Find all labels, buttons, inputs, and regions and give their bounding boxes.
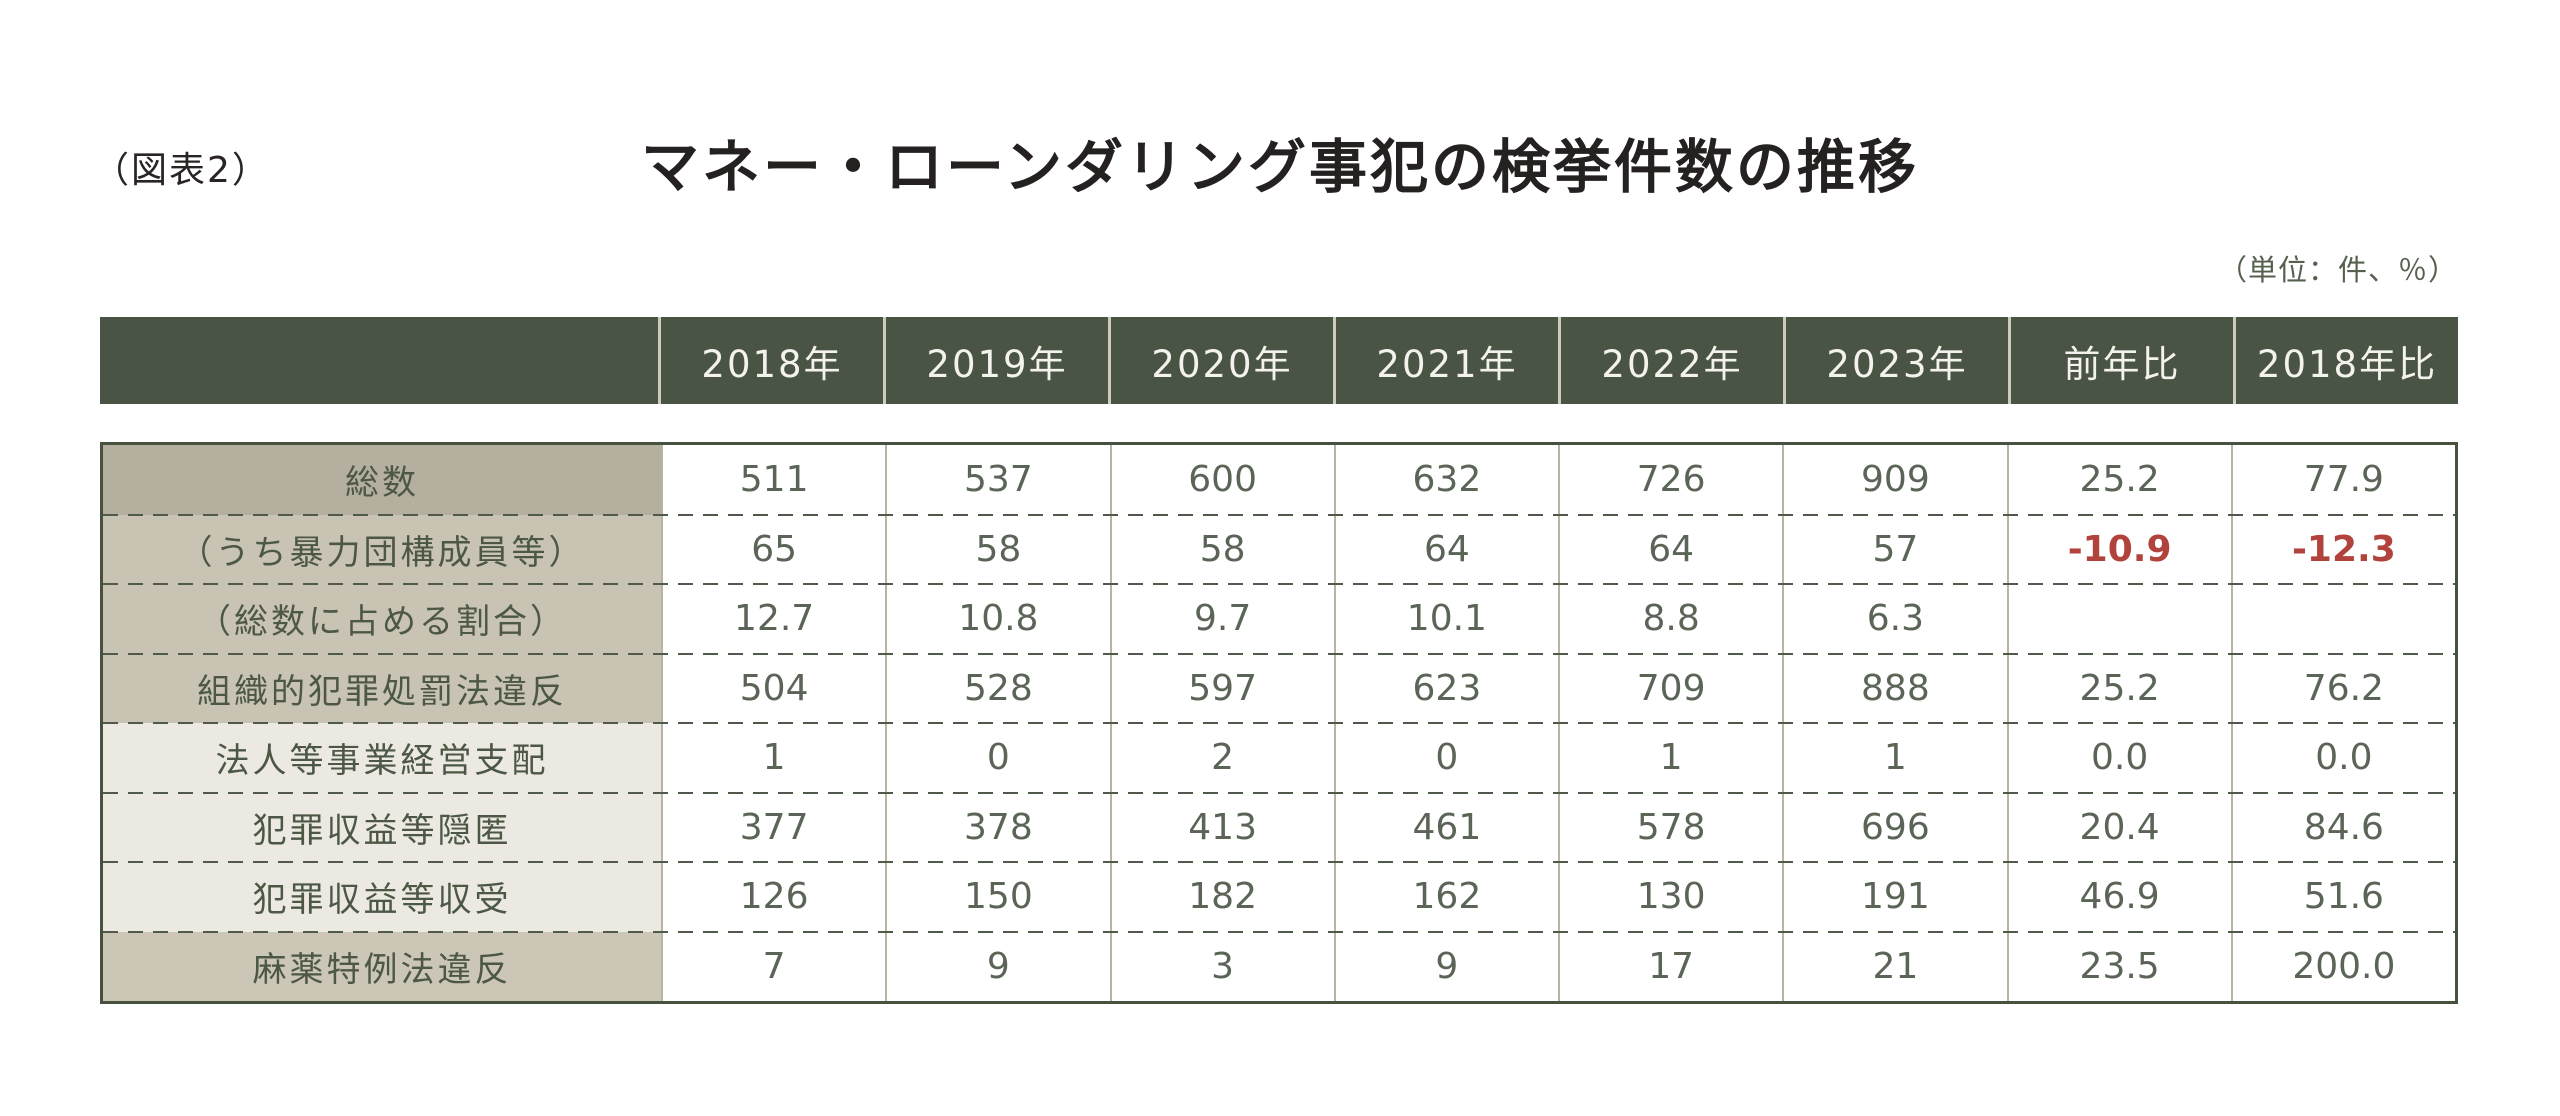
table-row: 法人等事業経営支配 1 0 2 0 1 1 0.0 0.0 [103, 723, 2455, 793]
header-body-gap [100, 404, 2458, 442]
data-cell: 126 [661, 862, 885, 932]
data-cell: 84.6 [2230, 792, 2455, 862]
table-body: 総数 511 537 600 632 726 909 25.2 77.9 （うち暴力団構成員等） 6… [100, 442, 2458, 1004]
data-cell: 8.8 [1558, 584, 1782, 654]
table-row: 組織的犯罪処罰法違反 504 528 597 623 709 888 25.2 76.2 [103, 653, 2455, 724]
data-cell: 537 [885, 445, 1109, 515]
column-header: 2018年 [658, 317, 883, 404]
data-cell: 130 [1558, 862, 1782, 932]
data-cell: 413 [1109, 792, 1334, 862]
data-cell: 57 [1782, 514, 2006, 584]
data-cell: 77.9 [2230, 445, 2455, 515]
data-cell: 709 [1558, 653, 1782, 723]
data-cell: 162 [1333, 862, 1558, 932]
data-cell: 909 [1782, 445, 2006, 515]
column-header: 2018年比 [2233, 317, 2458, 404]
table-header-row: 2018年 2019年 2020年 2021年 2022年 2023年 前年比 2018年比 [100, 317, 2458, 404]
row-label: 犯罪収益等隠匿 [103, 792, 661, 862]
table-row: 犯罪収益等隠匿 377 378 413 461 578 696 20.4 84.6 [103, 792, 2455, 863]
data-cell: 10.8 [885, 584, 1109, 654]
data-cell: 1 [661, 723, 885, 793]
column-header: 2019年 [883, 317, 1108, 404]
data-cell: -10.9 [2006, 514, 2231, 584]
data-cell: 191 [1782, 862, 2006, 932]
row-label: （うち暴力団構成員等） [103, 514, 661, 584]
data-cell: 0 [1333, 723, 1558, 793]
column-header: 2020年 [1108, 317, 1333, 404]
data-cell: 378 [885, 792, 1109, 862]
data-cell: 64 [1333, 514, 1558, 584]
data-cell: 504 [661, 653, 885, 723]
table-row: 麻薬特例法違反 7 9 3 9 17 21 23.5 200.0 [103, 931, 2455, 1001]
data-cell: 76.2 [2230, 653, 2455, 723]
data-cell: 377 [661, 792, 885, 862]
table-row: （うち暴力団構成員等） 65 58 58 64 64 57 -10.9 -12.3 [103, 514, 2455, 585]
data-cell: 0.0 [2006, 723, 2231, 793]
row-label-header-cell [100, 317, 658, 404]
data-cell: 12.7 [661, 584, 885, 654]
data-cell: 9 [1333, 931, 1558, 1001]
data-cell: 51.6 [2230, 862, 2455, 932]
data-cell: 20.4 [2006, 792, 2231, 862]
data-cell: 632 [1333, 445, 1558, 515]
data-cell: 578 [1558, 792, 1782, 862]
data-cell: 528 [885, 653, 1109, 723]
data-cell: 623 [1333, 653, 1558, 723]
row-label: 総数 [103, 445, 661, 515]
row-label: 法人等事業経営支配 [103, 723, 661, 793]
data-cell: 1 [1558, 723, 1782, 793]
row-label: 麻薬特例法違反 [103, 931, 661, 1001]
data-cell [2006, 584, 2231, 654]
data-cell: 3 [1109, 931, 1334, 1001]
data-cell: 25.2 [2006, 445, 2231, 515]
column-header: 2023年 [1783, 317, 2008, 404]
data-cell: 150 [885, 862, 1109, 932]
row-label: 犯罪収益等収受 [103, 862, 661, 932]
table-row: （総数に占める割合） 12.7 10.8 9.7 10.1 8.8 6.3 [103, 584, 2455, 654]
column-header: 前年比 [2008, 317, 2233, 404]
data-cell: 200.0 [2230, 931, 2455, 1001]
page-title: マネー・ローンダリング事犯の検挙件数の推移 [640, 133, 1920, 201]
data-cell: 6.3 [1782, 584, 2006, 654]
data-cell: 0 [885, 723, 1109, 793]
data-cell: 696 [1782, 792, 2006, 862]
data-cell: 58 [885, 514, 1109, 584]
row-label: 組織的犯罪処罰法違反 [103, 653, 661, 723]
figure-label: （図表2） [93, 150, 270, 191]
data-cell: 10.1 [1333, 584, 1558, 654]
column-header: 2021年 [1333, 317, 1558, 404]
data-cell: 182 [1109, 862, 1334, 932]
table-row: 犯罪収益等収受 126 150 182 162 130 191 46.9 51.6 [103, 862, 2455, 932]
data-cell: 65 [661, 514, 885, 584]
data-cell: 64 [1558, 514, 1782, 584]
data-cell: 0.0 [2230, 723, 2455, 793]
data-cell [2230, 584, 2455, 654]
data-cell: 461 [1333, 792, 1558, 862]
data-cell: 888 [1782, 653, 2006, 723]
data-cell: 726 [1558, 445, 1782, 515]
data-cell: 1 [1782, 723, 2006, 793]
data-cell: 46.9 [2006, 862, 2231, 932]
table-row: 総数 511 537 600 632 726 909 25.2 77.9 [103, 445, 2455, 515]
data-cell: 7 [661, 931, 885, 1001]
data-cell: -12.3 [2230, 514, 2455, 584]
data-cell: 600 [1109, 445, 1334, 515]
summary-table: 2018年 2019年 2020年 2021年 2022年 2023年 前年比 2018年比 … [100, 317, 2458, 1004]
column-header: 2022年 [1558, 317, 1783, 404]
data-cell: 58 [1109, 514, 1334, 584]
unit-note: （単位：件、％） [2217, 253, 2458, 287]
data-cell: 511 [661, 445, 885, 515]
data-cell: 23.5 [2006, 931, 2231, 1001]
data-cell: 2 [1109, 723, 1334, 793]
data-cell: 17 [1558, 931, 1782, 1001]
data-cell: 25.2 [2006, 653, 2231, 723]
data-cell: 597 [1109, 653, 1334, 723]
data-cell: 21 [1782, 931, 2006, 1001]
data-cell: 9.7 [1109, 584, 1334, 654]
row-label: （総数に占める割合） [103, 584, 661, 654]
data-cell: 9 [885, 931, 1109, 1001]
